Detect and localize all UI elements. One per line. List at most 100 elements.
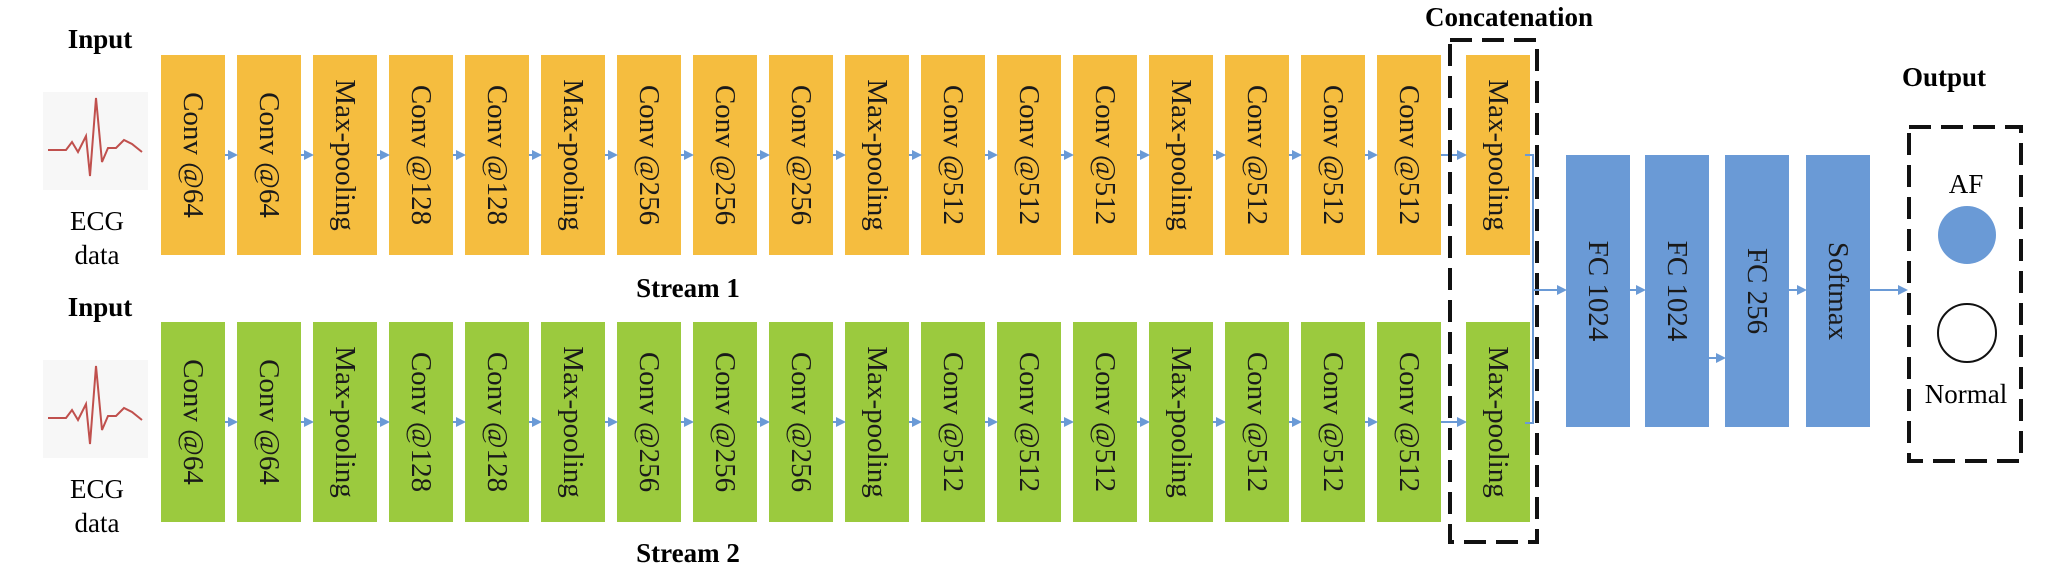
stream1-block bbox=[1466, 55, 1530, 255]
input-label-bottom: Input bbox=[68, 292, 133, 322]
stream1-block bbox=[1301, 55, 1365, 255]
ecg-icon-top bbox=[43, 92, 148, 190]
stream2-block-label: Conv @512 bbox=[1089, 352, 1121, 492]
stream2-block-label: Conv @128 bbox=[481, 352, 513, 492]
stream2-block-label: Conv @512 bbox=[1317, 352, 1349, 492]
stream1-block-label: Max-pooling bbox=[1165, 79, 1197, 230]
stream2-block bbox=[1149, 322, 1213, 522]
fc-block bbox=[1806, 155, 1870, 427]
stream2-block bbox=[389, 322, 453, 522]
stream2-label: Stream 2 bbox=[636, 538, 740, 568]
normal-node bbox=[1937, 303, 1997, 363]
stream2-block bbox=[769, 322, 833, 522]
stream2-block bbox=[465, 322, 529, 522]
stream2-block-label: Conv @256 bbox=[709, 352, 741, 492]
fc-blocks: FC 1024 FC 1024 FC 256 Softmax bbox=[1566, 155, 1908, 427]
stream2-block bbox=[921, 322, 985, 522]
stream2-block-label: Max-pooling bbox=[861, 346, 893, 497]
stream2-block bbox=[1073, 322, 1137, 522]
stream2-block bbox=[1466, 322, 1530, 522]
fc-block bbox=[1725, 155, 1789, 427]
stream1-block bbox=[769, 55, 833, 255]
stream2-block-label: Conv @64 bbox=[253, 359, 285, 485]
stream2-block-label: Max-pooling bbox=[557, 346, 589, 497]
stream1-block-label: Max-pooling bbox=[557, 79, 589, 230]
stream1-block bbox=[997, 55, 1061, 255]
af-label: AF bbox=[1949, 169, 1984, 199]
stream2-block bbox=[541, 322, 605, 522]
stream2-block-label: Conv @512 bbox=[1393, 352, 1425, 492]
stream1-block bbox=[1225, 55, 1289, 255]
fc-block-label: FC 1024 bbox=[1661, 241, 1693, 342]
concatenation-label: Concatenation bbox=[1425, 2, 1593, 32]
stream1-block bbox=[237, 55, 301, 255]
fc-block bbox=[1566, 155, 1630, 427]
stream2-block bbox=[617, 322, 681, 522]
stream2-block-label: Conv @128 bbox=[405, 352, 437, 492]
ecg-label-bottom-2: data bbox=[75, 508, 120, 538]
stream1-block-label: Conv @512 bbox=[1241, 85, 1273, 225]
stream2-blocks: Conv @64 Conv @64 Max-pooling Conv @128 Conv… bbox=[161, 322, 1530, 522]
ecg-label-top-2: data bbox=[75, 240, 120, 270]
output-label: Output bbox=[1902, 62, 1986, 92]
stream2-block-label: Max-pooling bbox=[1165, 346, 1197, 497]
fc-block-label: Softmax bbox=[1822, 242, 1854, 341]
stream2-block bbox=[1301, 322, 1365, 522]
stream1-block-label: Max-pooling bbox=[329, 79, 361, 230]
stream1-block bbox=[389, 55, 453, 255]
stream2-block bbox=[1225, 322, 1289, 522]
stream1-block bbox=[465, 55, 529, 255]
stream1-block bbox=[921, 55, 985, 255]
af-node bbox=[1938, 206, 1996, 264]
stream2-block-label: Conv @512 bbox=[1241, 352, 1273, 492]
stream2-block-label: Conv @512 bbox=[1013, 352, 1045, 492]
stream2-block-label: Conv @512 bbox=[937, 352, 969, 492]
stream1-block-label: Conv @512 bbox=[1089, 85, 1121, 225]
stream2-block bbox=[1377, 322, 1441, 522]
stream1-block-label: Conv @512 bbox=[1393, 85, 1425, 225]
output-box bbox=[1907, 125, 2023, 463]
stream2-block bbox=[161, 322, 225, 522]
merge-connector bbox=[1525, 154, 1567, 424]
stream1-block-label: Conv @64 bbox=[253, 92, 285, 218]
ecg-label-top-1: ECG bbox=[70, 206, 124, 236]
stream1-block-label: Conv @256 bbox=[709, 85, 741, 225]
fc-block-label: FC 1024 bbox=[1582, 241, 1614, 342]
stream1-block-label: Max-pooling bbox=[861, 79, 893, 230]
stream2-block bbox=[693, 322, 757, 522]
stream1-block bbox=[845, 55, 909, 255]
stream1-block bbox=[313, 55, 377, 255]
stream1-block bbox=[693, 55, 757, 255]
stream2-block-label: Max-pooling bbox=[329, 346, 361, 497]
stream2-block bbox=[845, 322, 909, 522]
stream1-label: Stream 1 bbox=[636, 273, 740, 303]
stream2-block-label: Conv @256 bbox=[785, 352, 817, 492]
fc-block bbox=[1645, 155, 1709, 427]
stream2-block-label: Max-pooling bbox=[1482, 346, 1514, 497]
stream1-block-label: Conv @64 bbox=[177, 92, 209, 218]
stream1-block bbox=[1073, 55, 1137, 255]
stream1-block-label: Conv @512 bbox=[937, 85, 969, 225]
stream2-block-label: Conv @256 bbox=[633, 352, 665, 492]
stream1-block bbox=[1377, 55, 1441, 255]
normal-label: Normal bbox=[1925, 379, 2007, 409]
stream2-block-label: Conv @64 bbox=[177, 359, 209, 485]
stream1-block-label: Conv @256 bbox=[633, 85, 665, 225]
stream1-block bbox=[161, 55, 225, 255]
stream1-block-label: Max-pooling bbox=[1482, 79, 1514, 230]
fc-block-label: FC 256 bbox=[1741, 248, 1773, 334]
stream2-block bbox=[313, 322, 377, 522]
stream1-block-label: Conv @512 bbox=[1317, 85, 1349, 225]
ecg-icon-bottom bbox=[43, 360, 148, 458]
stream1-block bbox=[1149, 55, 1213, 255]
input-label-top: Input bbox=[68, 24, 133, 54]
stream1-block-label: Conv @512 bbox=[1013, 85, 1045, 225]
stream1-block bbox=[617, 55, 681, 255]
stream1-blocks: Conv @64 Conv @64 Max-pooling Conv @128 Conv… bbox=[161, 55, 1530, 255]
stream1-block-label: Conv @128 bbox=[405, 85, 437, 225]
stream1-block bbox=[541, 55, 605, 255]
stream1-block-label: Conv @128 bbox=[481, 85, 513, 225]
stream2-block bbox=[997, 322, 1061, 522]
stream2-block bbox=[237, 322, 301, 522]
